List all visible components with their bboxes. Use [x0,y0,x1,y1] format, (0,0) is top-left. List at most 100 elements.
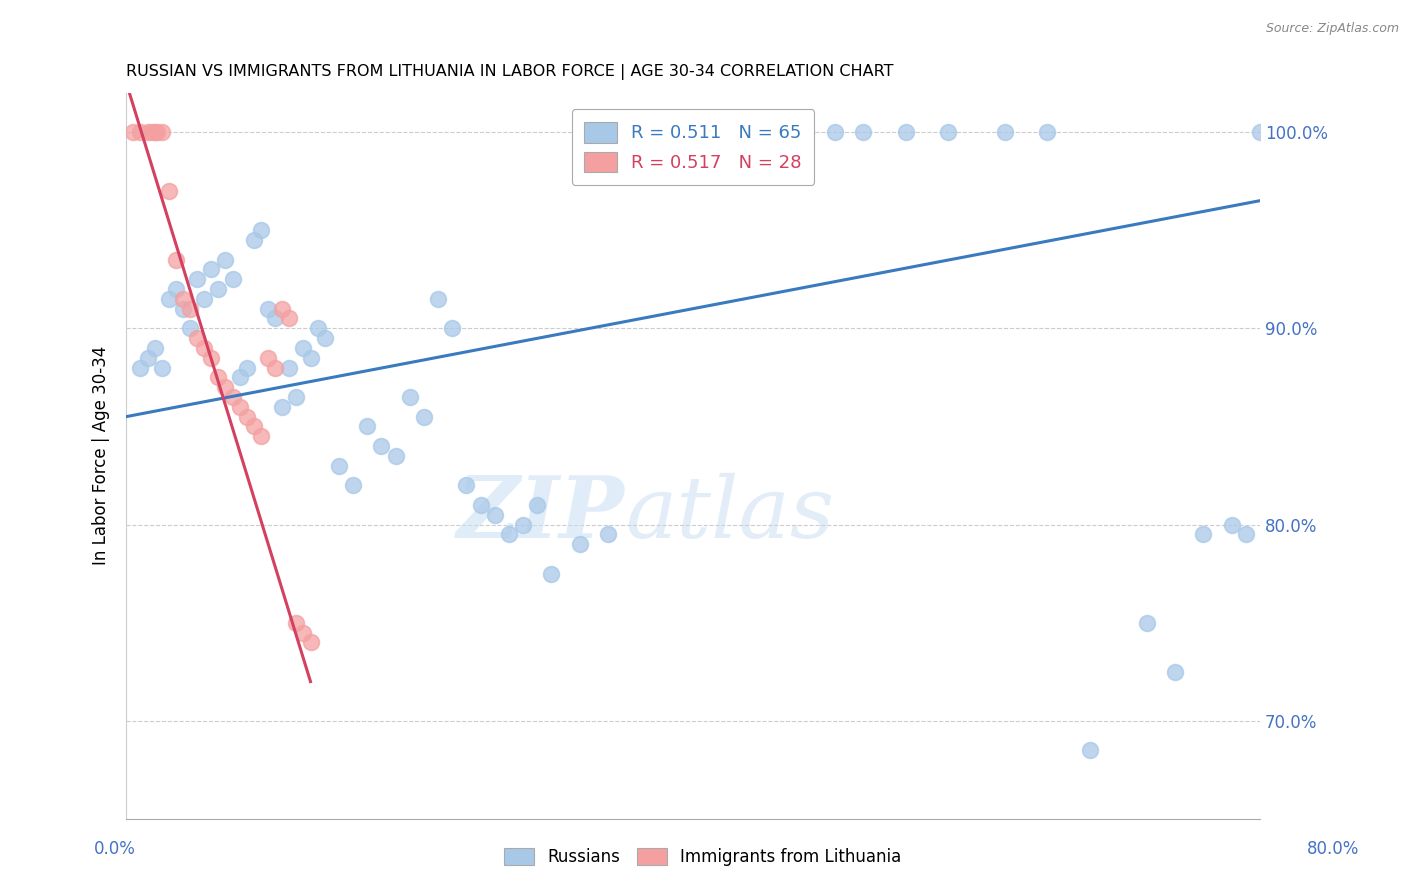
Point [129,125,152,139]
Point [228,370,250,384]
Point [1249,125,1271,139]
Point [299,351,322,365]
Text: RUSSIAN VS IMMIGRANTS FROM LITHUANIA IN LABOR FORCE | AGE 30-34 CORRELATION CHAR: RUSSIAN VS IMMIGRANTS FROM LITHUANIA IN … [127,64,894,80]
Point [136,125,159,139]
Point [654,125,676,139]
Point [271,301,294,316]
Point [157,292,180,306]
Point [1036,125,1059,139]
Point [146,125,169,139]
Point [207,282,229,296]
Point [228,400,250,414]
Point [852,125,875,139]
Point [257,351,280,365]
Point [221,390,243,404]
Point [1078,743,1101,757]
Point [894,125,917,139]
Point [412,409,434,424]
Point [136,351,159,365]
Point [207,370,229,384]
Point [278,311,301,326]
Point [141,125,163,139]
Point [193,341,215,355]
Point [328,458,350,473]
Point [129,360,152,375]
Point [470,498,492,512]
Point [150,125,173,139]
Point [285,615,308,630]
Point [264,311,287,326]
Point [456,478,478,492]
Point [278,360,301,375]
Y-axis label: In Labor Force | Age 30-34: In Labor Force | Age 30-34 [93,346,110,566]
Point [186,272,208,286]
Point [250,223,273,237]
Point [568,537,591,551]
Point [626,125,648,139]
Point [796,125,818,139]
Point [994,125,1017,139]
Point [1220,517,1243,532]
Point [200,351,222,365]
Point [271,400,294,414]
Point [512,517,534,532]
Point [214,380,236,394]
Point [250,429,273,443]
Point [165,282,187,296]
Point [526,498,548,512]
Point [243,233,266,247]
Text: 80.0%: 80.0% [1306,840,1360,858]
Point [824,125,846,139]
Text: 0.0%: 0.0% [94,840,136,858]
Point [342,478,364,492]
Point [1192,527,1215,541]
Point [292,341,315,355]
Point [285,390,308,404]
Point [384,449,406,463]
Point [143,341,166,355]
Point [299,635,322,649]
Point [200,262,222,277]
Text: ZIP: ZIP [457,472,626,556]
Point [221,272,243,286]
Point [264,360,287,375]
Point [165,252,187,267]
Point [498,527,520,541]
Point [214,252,236,267]
Point [356,419,378,434]
Point [186,331,208,345]
Point [292,625,315,640]
Point [766,125,789,139]
Point [179,321,201,335]
Point [738,125,761,139]
Point [243,419,266,434]
Text: atlas: atlas [626,473,834,556]
Point [596,527,619,541]
Point [427,292,450,306]
Point [682,125,704,139]
Point [122,125,145,139]
Legend: R = 0.511   N = 65, R = 0.517   N = 28: R = 0.511 N = 65, R = 0.517 N = 28 [572,109,814,185]
Point [179,301,201,316]
Point [157,184,180,198]
Point [1164,665,1187,679]
Text: Source: ZipAtlas.com: Source: ZipAtlas.com [1265,22,1399,36]
Legend: Russians, Immigrants from Lithuania: Russians, Immigrants from Lithuania [496,840,910,875]
Point [540,566,562,581]
Point [307,321,329,335]
Point [150,360,173,375]
Point [484,508,506,522]
Point [193,292,215,306]
Point [143,125,166,139]
Point [710,125,733,139]
Point [257,301,280,316]
Point [235,360,257,375]
Point [1135,615,1157,630]
Point [235,409,257,424]
Point [172,301,194,316]
Point [936,125,959,139]
Point [1234,527,1257,541]
Point [314,331,336,345]
Point [398,390,420,404]
Point [370,439,392,453]
